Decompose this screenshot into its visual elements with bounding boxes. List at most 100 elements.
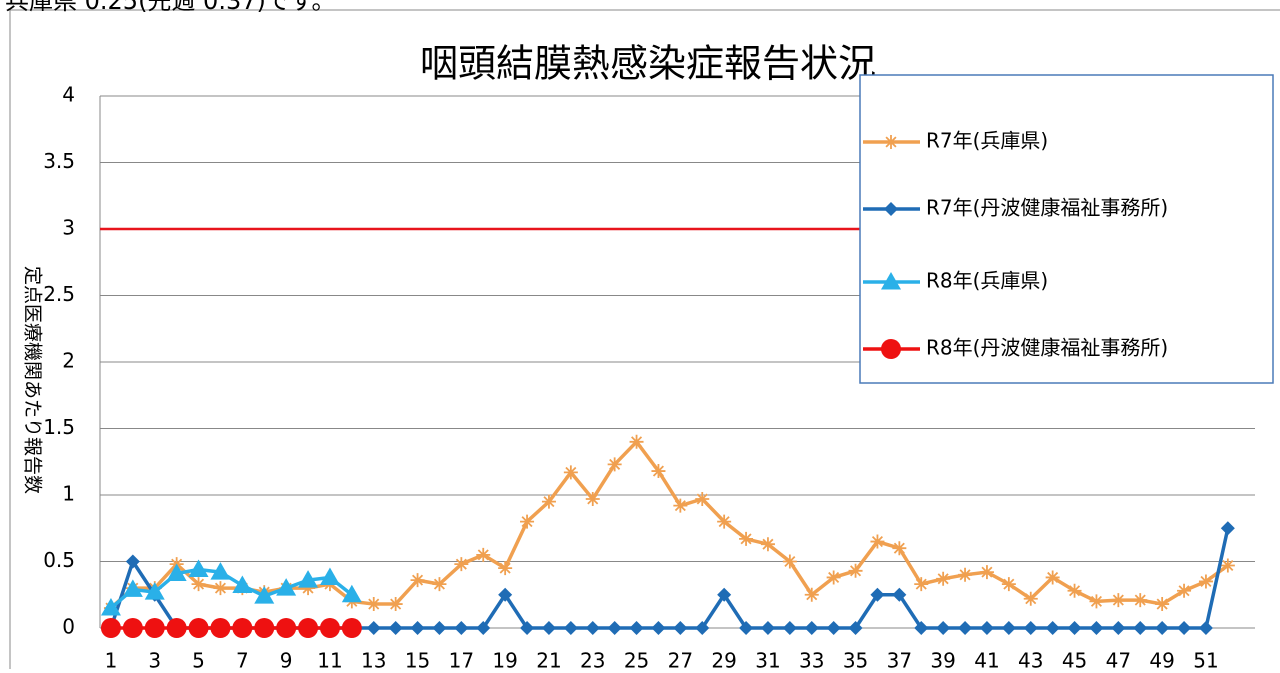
star-marker: [213, 581, 228, 596]
legend-label: R8年(兵庫県): [926, 269, 1048, 293]
circle-marker: [100, 618, 121, 638]
star-marker: [1155, 597, 1170, 612]
legend-label: R7年(兵庫県): [926, 129, 1048, 153]
x-tick-label: 19: [492, 649, 517, 670]
x-tick-label: 43: [1018, 649, 1043, 670]
diamond-marker: [848, 621, 863, 635]
star-marker: [301, 581, 316, 596]
star-marker: [870, 534, 885, 549]
diamond-marker: [1177, 621, 1192, 635]
star-marker: [1111, 593, 1126, 608]
diamond-marker: [958, 621, 973, 635]
legend-box: [859, 74, 1274, 384]
diamond-marker: [884, 202, 898, 216]
triangle-marker: [188, 559, 209, 577]
star-marker: [191, 577, 206, 592]
x-tick-label: 51: [1193, 649, 1218, 670]
x-tick-label: 27: [668, 649, 693, 670]
star-marker: [607, 457, 622, 472]
triangle-marker: [341, 584, 362, 603]
x-tick-label: 35: [843, 649, 868, 670]
star-marker: [629, 434, 644, 449]
x-tick-label: 11: [317, 649, 342, 670]
star-marker: [979, 565, 994, 580]
triangle-marker: [166, 563, 187, 581]
star-marker: [914, 577, 929, 592]
star-marker: [1133, 593, 1148, 608]
star-marker: [892, 541, 907, 556]
x-tick-label: 13: [361, 649, 386, 670]
x-tick-label: 47: [1106, 649, 1131, 670]
diamond-marker: [410, 621, 425, 635]
star-marker: [673, 498, 688, 513]
diamond-marker: [498, 587, 513, 602]
star-marker: [476, 547, 491, 562]
diamond-marker: [454, 621, 469, 635]
diamond-marker: [914, 621, 929, 635]
diamond-marker: [760, 621, 775, 635]
x-tick-label: 23: [580, 649, 605, 670]
header-text: 兵庫県 0.25(先週 0.37)です。: [5, 0, 335, 15]
x-tick-label: 39: [930, 649, 955, 670]
diamond-marker: [739, 621, 754, 635]
diamond-marker: [520, 621, 535, 635]
legend-label: R7年(丹波健康福祉事務所): [926, 196, 1168, 220]
star-marker: [1023, 591, 1038, 606]
diamond-marker: [607, 621, 622, 635]
x-tick-label: 49: [1149, 649, 1174, 670]
x-tick-label: 17: [449, 649, 474, 670]
triangle-marker: [319, 567, 340, 585]
y-tick-label: 3.5: [43, 149, 75, 173]
star-marker: [432, 577, 447, 592]
circle-marker: [341, 618, 362, 638]
triangle-marker: [881, 272, 901, 290]
circle-marker: [298, 618, 319, 638]
diamond-marker: [1045, 621, 1060, 635]
diamond-marker: [782, 621, 797, 635]
triangle-marker: [122, 579, 143, 597]
diamond-marker: [826, 621, 841, 635]
star-marker: [563, 465, 578, 480]
star-marker: [782, 554, 797, 569]
x-tick-label: 21: [536, 649, 561, 670]
y-tick-label: 2: [62, 349, 75, 373]
x-tick-label: 33: [799, 649, 824, 670]
x-tick-label: 9: [280, 649, 293, 670]
star-marker: [585, 491, 600, 506]
diamond-marker: [870, 587, 885, 602]
x-tick-label: 15: [405, 649, 430, 670]
circle-marker: [881, 339, 901, 359]
star-marker: [804, 587, 819, 602]
circle-marker: [319, 618, 340, 638]
star-marker: [498, 561, 513, 576]
diamond-marker: [1001, 621, 1016, 635]
triangle-marker: [298, 570, 319, 588]
diamond-marker: [936, 621, 951, 635]
diamond-marker: [1220, 521, 1235, 536]
star-marker: [739, 531, 754, 546]
diamond-marker: [1089, 621, 1104, 635]
x-tick-label: 7: [236, 649, 249, 670]
star-marker: [695, 491, 710, 506]
y-tick-label: 3: [62, 216, 75, 240]
diamond-marker: [1067, 621, 1082, 635]
diamond-marker: [563, 621, 578, 635]
star-marker: [410, 573, 425, 588]
x-tick-label: 1: [105, 649, 118, 670]
diamond-marker: [125, 554, 140, 569]
star-marker: [1001, 577, 1016, 592]
star-marker: [958, 567, 973, 582]
diamond-marker: [1111, 621, 1126, 635]
diamond-marker: [673, 621, 688, 635]
diamond-marker: [629, 621, 644, 635]
star-marker: [1220, 558, 1235, 573]
triangle-marker: [276, 578, 297, 596]
diamond-marker: [432, 621, 447, 635]
star-marker: [651, 464, 666, 479]
triangle-marker: [232, 575, 253, 593]
y-tick-label: 0: [62, 615, 75, 639]
diamond-marker: [476, 621, 491, 635]
diamond-marker: [1023, 621, 1038, 635]
